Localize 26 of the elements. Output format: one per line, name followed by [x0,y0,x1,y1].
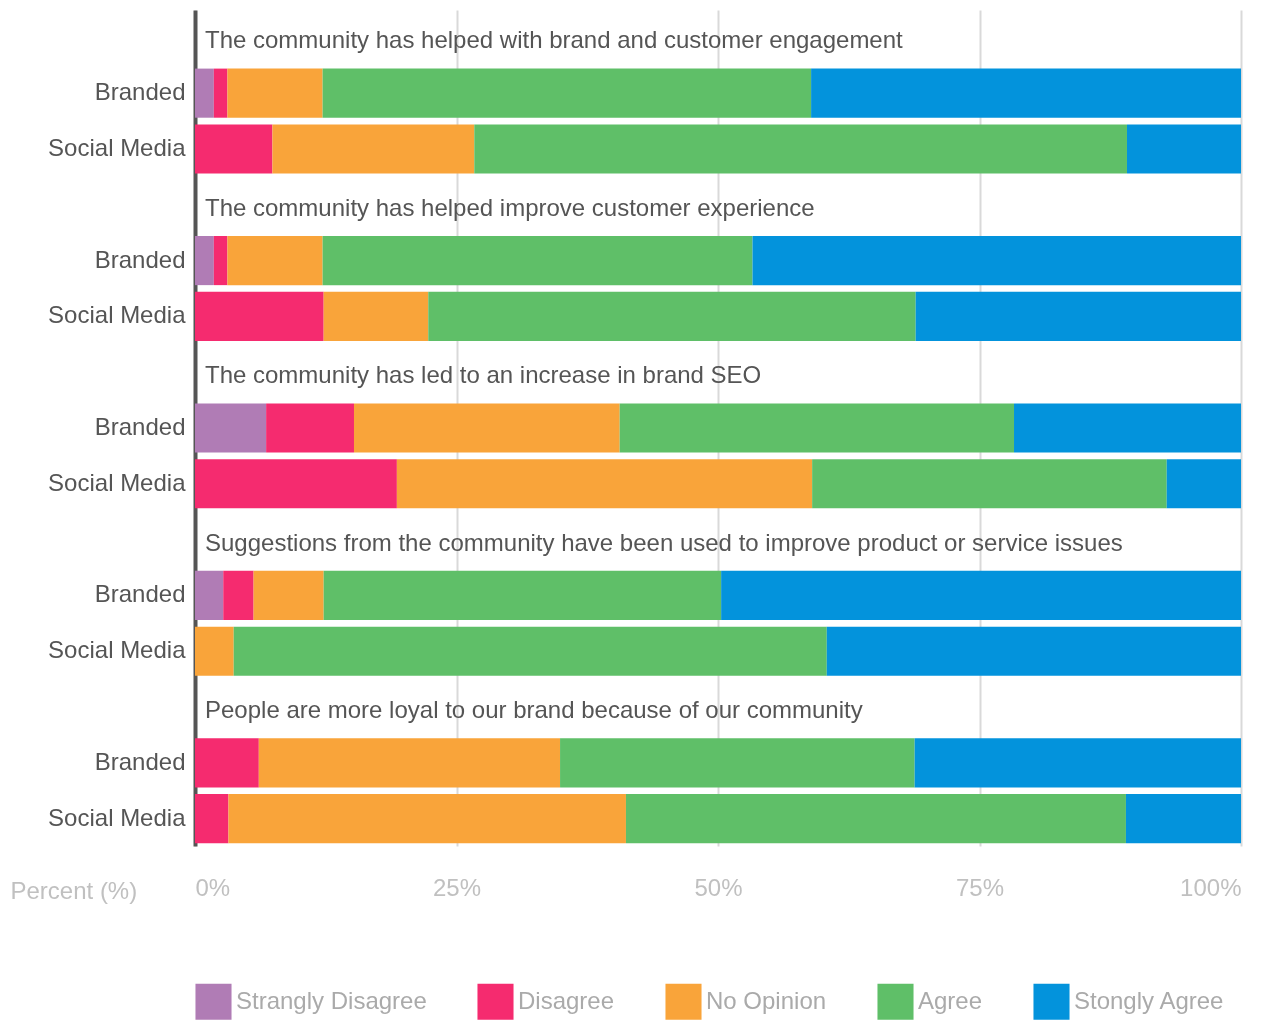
legend-label: No Opinion [706,986,827,1014]
x-tick-label: 50% [694,873,743,901]
legend-label: Disagree [518,986,615,1014]
annotation: The community has helped with brand and customer engagement [205,26,904,54]
y-tick-label: Social Media [48,803,187,831]
y-tick-label: Branded [94,245,186,273]
y-tick-label: Branded [94,413,186,440]
annotation: People are more loyal to our brand because of our community [205,696,863,724]
x-tick-label: 100% [1180,873,1242,901]
annotation: Suggestions from the community have been used to improve product or service issues [205,528,1123,556]
x-tick-label: 0% [195,873,231,901]
y-tick-label: Branded [94,580,186,608]
x-tick-label: 25% [432,873,482,901]
legend-label: Strangly Disagree [236,986,427,1014]
y-tick-label: Branded [94,747,186,775]
x-axis-title: Percent (%) [10,876,138,904]
legend-label: Stongly Agree [1074,986,1224,1014]
annotation: The community has helped improve customer experience [205,193,815,221]
y-tick-label: Social Media [48,301,187,329]
annotation: The community has led to an increase in brand SEO [205,361,762,389]
x-tick-label: 75% [955,873,1005,901]
y-tick-label: Social Media [48,468,187,496]
legend-label: Agree [918,986,983,1014]
y-tick-label: Branded [94,78,186,106]
y-tick-label: Social Media [48,636,187,664]
y-tick-label: Social Media [48,133,187,161]
